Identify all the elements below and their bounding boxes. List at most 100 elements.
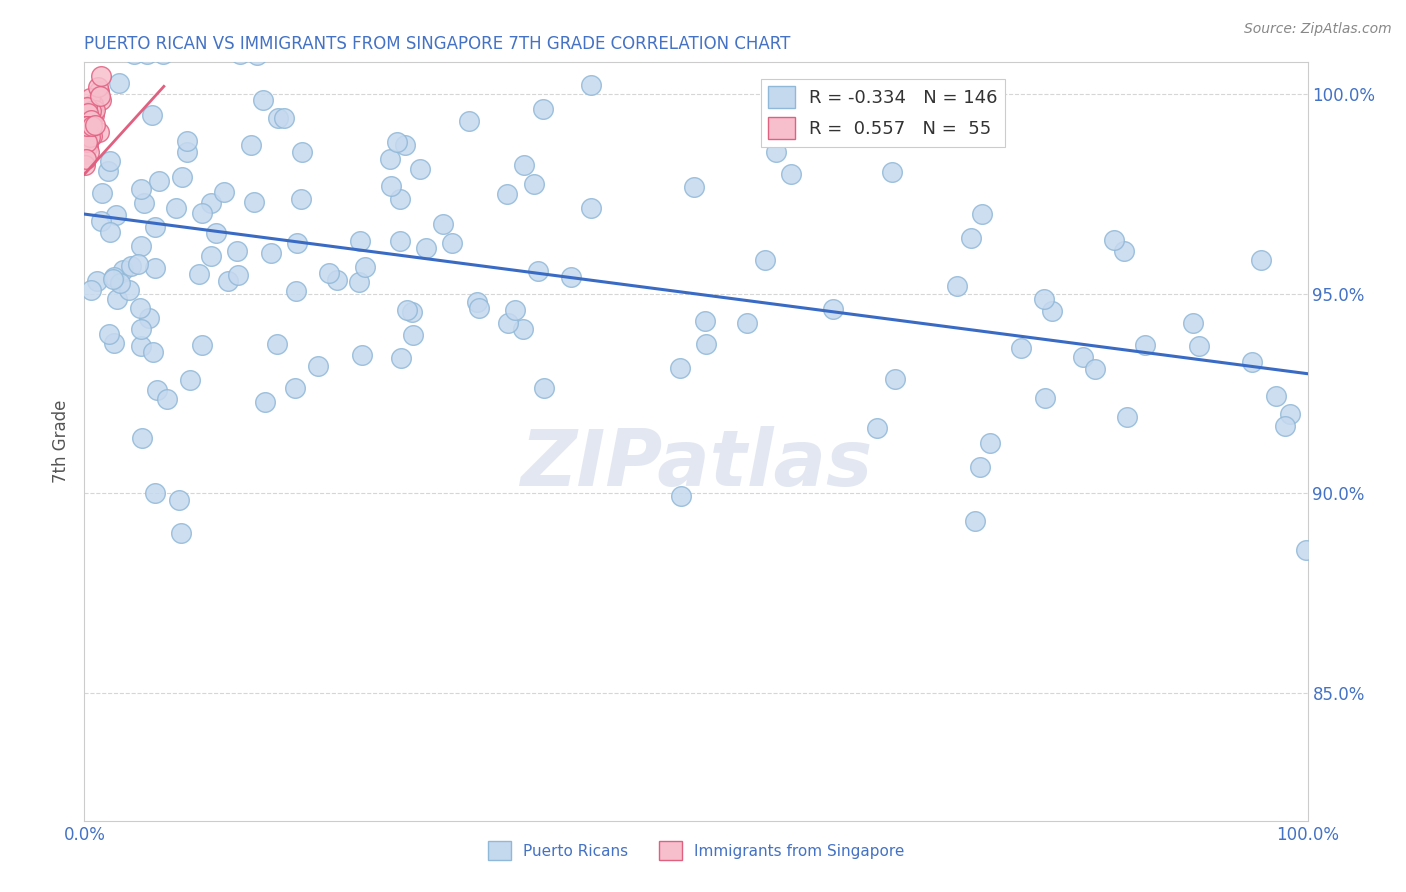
Point [432,217,454,231]
Point [75,152,97,166]
Point [695,337,717,351]
Point [513,158,536,172]
Point [131,431,153,445]
Point [979,435,1001,450]
Point [389,351,412,366]
Point [122,47,145,62]
Point [1135,337,1157,351]
Point [735,316,758,330]
Point [75,116,97,130]
Point [200,195,222,210]
Point [165,202,187,216]
Point [267,111,290,125]
Point [960,231,983,245]
Point [458,114,481,128]
Point [75,158,97,172]
Point [349,234,371,248]
Point [1033,391,1056,405]
Point [129,301,152,315]
Point [76,106,98,120]
Point [87,79,110,94]
Point [468,301,491,316]
Point [683,179,706,194]
Point [97,164,120,178]
Point [579,202,602,216]
Point [75,128,97,143]
Point [401,305,423,319]
Point [84,119,107,133]
Point [167,492,190,507]
Point [82,111,104,125]
Point [103,335,125,350]
Point [76,120,98,135]
Point [75,130,97,145]
Point [1250,252,1272,267]
Point [378,152,401,166]
Point [98,154,121,169]
Point [98,225,121,239]
Point [176,145,198,159]
Point [495,186,517,201]
Point [87,85,110,99]
Point [79,99,101,113]
Point [73,121,96,136]
Text: PUERTO RICAN VS IMMIGRANTS FROM SINGAPORE 7TH GRADE CORRELATION CHART: PUERTO RICAN VS IMMIGRANTS FROM SINGAPOR… [84,35,790,53]
Point [252,93,274,107]
Point [821,302,844,317]
Point [212,186,235,200]
Point [200,248,222,262]
Point [1116,410,1139,425]
Point [496,317,519,331]
Point [76,122,98,136]
Point [103,270,125,285]
Point [83,108,105,122]
Point [76,120,98,135]
Point [217,274,239,288]
Point [127,257,149,271]
Point [669,360,692,375]
Point [581,78,603,92]
Point [77,109,100,123]
Point [239,138,262,153]
Legend: Puerto Ricans, Immigrants from Singapore: Puerto Ricans, Immigrants from Singapore [482,835,910,866]
Point [176,134,198,148]
Point [87,126,110,140]
Point [353,260,375,274]
Point [75,129,97,144]
Point [75,125,97,139]
Point [77,130,100,145]
Point [79,112,101,127]
Point [347,275,370,289]
Point [1188,339,1211,353]
Point [290,192,312,206]
Point [89,88,111,103]
Point [172,169,194,184]
Point [76,135,98,149]
Point [560,269,582,284]
Point [350,347,373,361]
Point [79,130,101,145]
Point [79,117,101,131]
Point [395,303,418,318]
Point [523,177,546,191]
Point [132,196,155,211]
Point [512,322,534,336]
Point [77,114,100,128]
Point [108,277,131,291]
Point [77,145,100,159]
Point [254,395,277,409]
Point [77,123,100,137]
Point [229,47,252,62]
Point [1240,355,1263,369]
Point [228,268,250,282]
Point [75,100,97,114]
Point [135,47,157,62]
Point [754,252,776,267]
Point [90,93,112,107]
Point [866,421,889,435]
Point [131,182,153,196]
Point [246,47,269,62]
Point [946,278,969,293]
Point [129,322,152,336]
Point [762,84,785,98]
